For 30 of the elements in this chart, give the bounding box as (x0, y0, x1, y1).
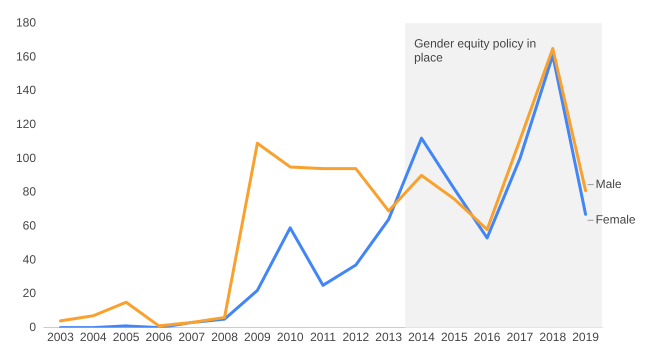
x-tick-label: 2014 (408, 330, 436, 344)
x-tick-label: 2007 (178, 330, 206, 344)
x-tick-label: 2018 (539, 330, 566, 344)
x-tick-label: 2003 (47, 330, 74, 344)
band-label: Gender equity policy in place (414, 36, 536, 65)
x-tick-label: 2016 (474, 330, 501, 344)
y-tick-label: 120 (16, 116, 36, 131)
y-tick-label: 100 (16, 150, 36, 165)
x-tick-label: 2006 (146, 330, 173, 344)
x-tick-label: 2011 (310, 330, 336, 344)
y-tick-label: 40 (22, 252, 36, 266)
x-tick-label: 2013 (375, 330, 402, 344)
y-tick-label: 0 (29, 320, 36, 334)
series-label: Female (596, 212, 636, 227)
x-tick-label: 2017 (506, 330, 534, 344)
y-tick-label: 20 (22, 286, 36, 300)
x-tick-label: 2010 (276, 330, 304, 344)
x-tick-label: 2005 (112, 330, 140, 344)
x-tick-label: 2004 (80, 330, 107, 344)
x-tick-label: 2015 (440, 330, 468, 344)
series-label: Male (596, 176, 622, 191)
y-tick-label: 160 (16, 49, 36, 64)
y-tick-label: 80 (22, 184, 36, 199)
x-tick-label: 2008 (211, 330, 238, 344)
x-tick-label: 2012 (342, 330, 370, 344)
y-tick-label: 140 (16, 83, 36, 98)
x-tick-label: 2019 (572, 330, 600, 344)
y-tick-label: 60 (22, 218, 36, 232)
y-tick-label: 180 (16, 16, 36, 30)
x-tick-label: 2009 (244, 330, 272, 344)
